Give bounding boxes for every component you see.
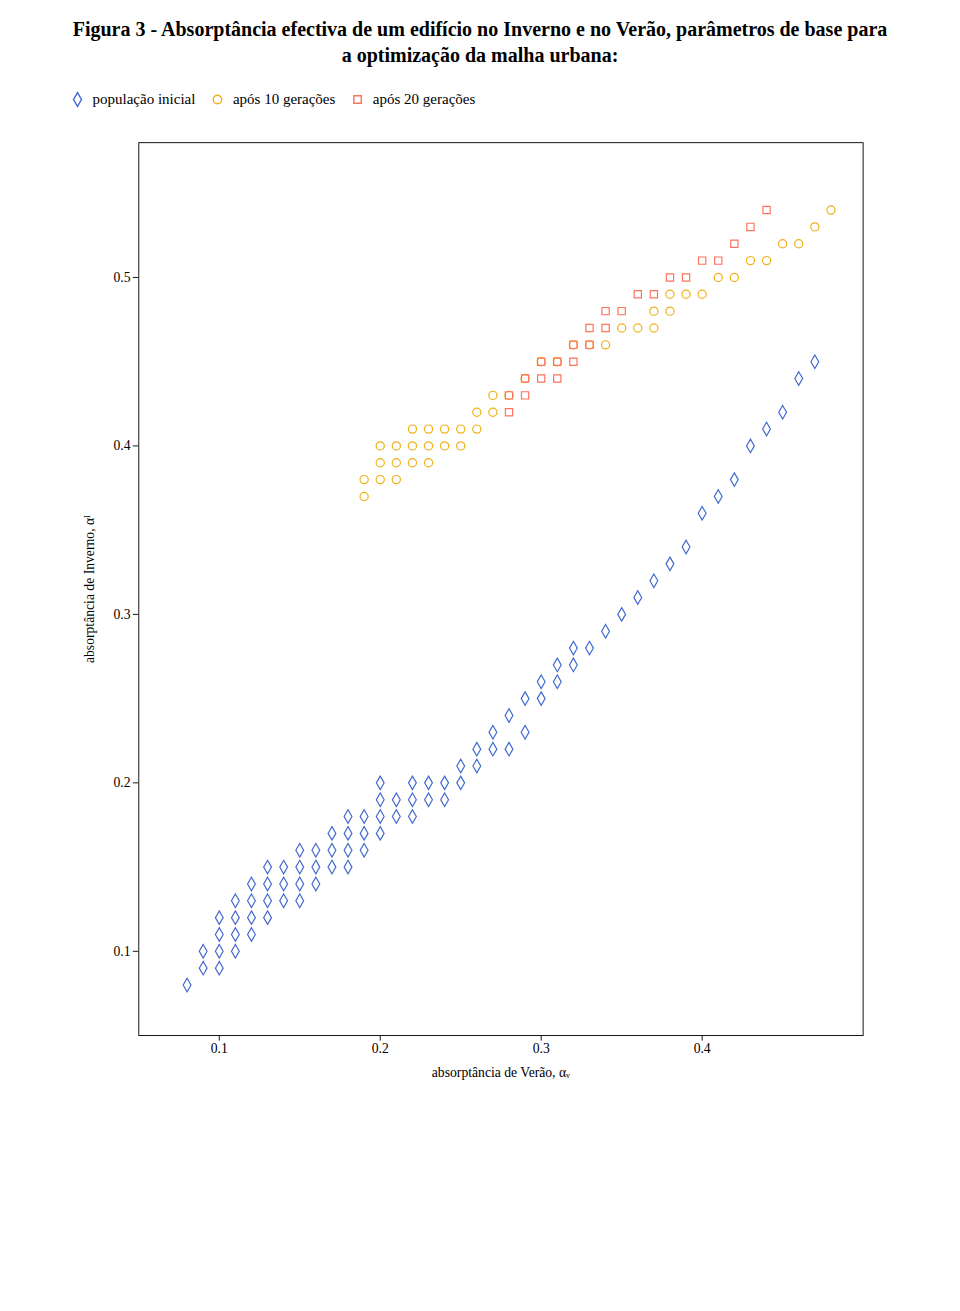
svg-text:0.5: 0.5 (114, 269, 131, 284)
svg-text:absorptância de Verão, αᵥ: absorptância de Verão, αᵥ (432, 1064, 571, 1079)
html-text:após 20 gerações: após 20 gerações (372, 91, 476, 107)
svg-text:0.4: 0.4 (114, 438, 131, 453)
html-text:população inicial: população inicial (92, 91, 196, 107)
svg-text:0.1: 0.1 (211, 1041, 228, 1056)
svg-text:absorptância de Inverno, αᴵ: absorptância de Inverno, αᴵ (82, 514, 97, 662)
svg-text:0.1: 0.1 (114, 943, 131, 958)
svg-text:0.2: 0.2 (114, 775, 131, 790)
html-text:Figura 3 - Absorptância efecti: Figura 3 - Absorptância efectiva de um e… (72, 18, 888, 66)
svg-text:0.4: 0.4 (694, 1041, 711, 1056)
html-text:após 10 gerações: após 10 gerações (232, 91, 336, 107)
svg-text:0.2: 0.2 (372, 1041, 389, 1056)
svg-text:0.3: 0.3 (533, 1041, 550, 1056)
svg-text:0.3: 0.3 (114, 606, 131, 621)
